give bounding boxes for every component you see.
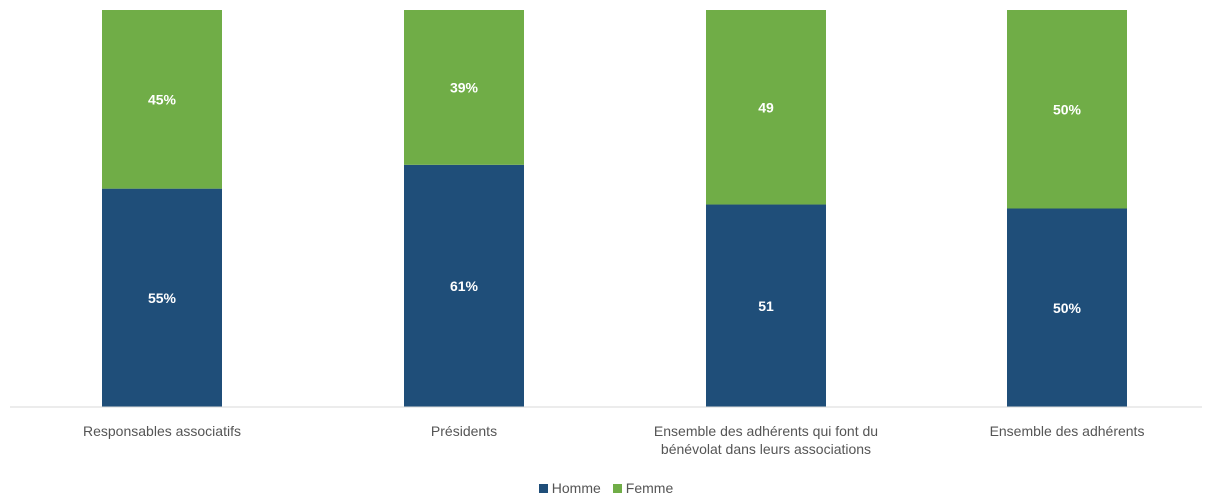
data-label-femme-2: 39% bbox=[450, 79, 479, 95]
legend: Homme Femme bbox=[0, 480, 1212, 496]
bar-femme-2 bbox=[404, 10, 524, 165]
bar-femme-1 bbox=[102, 10, 222, 189]
bar-homme-2 bbox=[404, 164, 524, 407]
legend-label-homme: Homme bbox=[551, 480, 601, 496]
legend-label-femme: Femme bbox=[625, 480, 674, 496]
legend-swatch-femme bbox=[612, 483, 622, 493]
data-label-homme-2: 61% bbox=[450, 278, 479, 294]
bars-group: 55% 45% 61% 39% 51 49 50% 50% bbox=[102, 10, 1127, 407]
bar-femme-3 bbox=[706, 10, 826, 205]
legend-swatch-homme bbox=[538, 483, 548, 493]
category-labels: Responsables associatifs Présidents Ensemb… bbox=[83, 423, 1144, 457]
data-label-femme-1: 45% bbox=[148, 91, 177, 107]
bar-homme-3 bbox=[706, 204, 826, 407]
category-label-4: Ensemble des adhérents bbox=[990, 423, 1145, 439]
data-label-homme-3: 51 bbox=[758, 298, 774, 314]
bar-femme-4 bbox=[1007, 10, 1127, 209]
data-label-femme-3: 49 bbox=[758, 99, 774, 115]
category-label-1: Responsables associatifs bbox=[83, 423, 241, 439]
data-label-femme-4: 50% bbox=[1053, 101, 1082, 117]
data-label-homme-1: 55% bbox=[148, 290, 177, 306]
bar-homme-1 bbox=[102, 188, 222, 407]
data-label-homme-4: 50% bbox=[1053, 300, 1082, 316]
category-label-3: Ensemble des adhérents qui font du bénévo… bbox=[654, 423, 878, 457]
legend-item-homme: Homme bbox=[538, 480, 601, 496]
legend-item-femme: Femme bbox=[612, 480, 674, 496]
category-label-2: Présidents bbox=[431, 423, 497, 439]
bar-homme-4 bbox=[1007, 208, 1127, 407]
